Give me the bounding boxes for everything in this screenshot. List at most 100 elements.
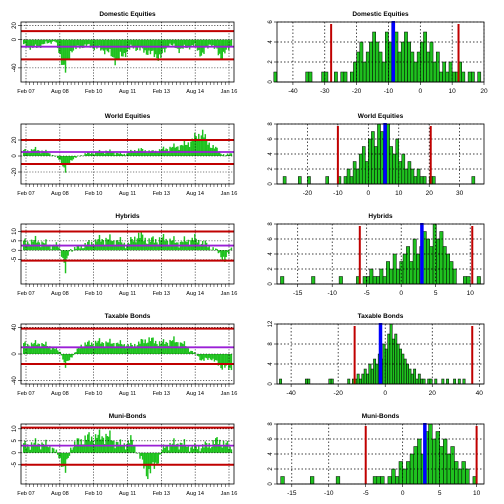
y-tick-label: 5	[12, 438, 18, 442]
data-bar	[192, 352, 195, 354]
data-bar	[136, 452, 139, 454]
data-bar	[36, 242, 38, 251]
histogram-bar	[406, 246, 410, 285]
data-bar	[151, 150, 153, 156]
x-tick-label: Feb 13	[153, 191, 170, 197]
y-tick-label: 0	[12, 37, 18, 41]
y-tick-label: 0	[268, 282, 274, 286]
data-bar	[63, 452, 65, 467]
data-bar	[81, 248, 84, 251]
y-tick-label: 6	[268, 437, 274, 441]
x-tick-label: -10	[327, 290, 337, 297]
histogram-bar	[330, 378, 334, 385]
histogram-bar	[413, 61, 418, 83]
data-bar	[96, 342, 98, 354]
data-bar	[63, 354, 65, 363]
data-bar	[37, 150, 39, 156]
histogram-bar	[461, 461, 466, 485]
data-bar	[105, 433, 107, 453]
histogram-bar	[415, 378, 419, 385]
y-tick-label: 5	[12, 239, 18, 243]
data-bar	[96, 39, 98, 49]
data-bar	[198, 354, 200, 357]
data-bar	[211, 354, 213, 361]
data-bar	[201, 129, 204, 156]
data-bar	[165, 445, 167, 453]
data-bar	[39, 347, 42, 354]
data-bar	[171, 443, 174, 453]
data-bar	[222, 440, 225, 453]
histogram-bar	[298, 176, 302, 185]
data-bar	[114, 246, 116, 251]
data-bar	[115, 342, 118, 354]
data-bar	[84, 243, 86, 251]
hist-panel-4	[280, 423, 477, 485]
data-bar	[29, 347, 31, 354]
histogram-bar	[442, 246, 447, 285]
data-bar	[186, 446, 188, 453]
data-bar	[178, 346, 180, 354]
data-bar	[128, 39, 131, 50]
data-bar	[47, 447, 50, 453]
data-bar	[30, 442, 33, 453]
data-bar	[54, 156, 56, 157]
x-tick-label: Aug 14	[186, 491, 204, 497]
data-bar	[51, 447, 54, 453]
data-bar	[127, 152, 129, 156]
histogram-bar	[476, 276, 481, 285]
data-bar	[37, 343, 39, 354]
hist-panel-3	[279, 323, 466, 385]
data-bar	[59, 156, 62, 160]
data-bar	[90, 152, 93, 156]
data-bar	[29, 449, 31, 453]
data-bar	[204, 134, 207, 156]
histogram-bar	[379, 268, 384, 285]
data-bar	[120, 154, 123, 156]
data-bar	[114, 39, 116, 66]
data-bar	[87, 434, 89, 453]
data-bar	[153, 152, 156, 156]
data-bar	[175, 444, 178, 453]
x-tick-label: -10	[324, 490, 334, 497]
data-bar	[226, 250, 229, 253]
panel-title: Domestic Equities	[352, 11, 409, 18]
data-bar	[173, 39, 175, 44]
data-bar	[115, 441, 118, 453]
data-bar	[90, 39, 93, 47]
data-bar	[140, 232, 143, 251]
data-bar	[79, 39, 81, 49]
data-bar	[84, 435, 86, 453]
histogram-bar	[328, 378, 332, 385]
x-tick-label: Jan 16	[221, 391, 238, 397]
data-bar	[117, 342, 119, 354]
data-bar	[130, 435, 132, 453]
data-bar	[182, 145, 184, 156]
data-bar	[224, 445, 226, 453]
histogram-bar	[310, 476, 315, 485]
data-bar	[114, 448, 116, 453]
data-bar	[71, 156, 73, 161]
data-bar	[54, 349, 56, 354]
data-bar	[67, 250, 69, 256]
histogram-bar	[398, 461, 403, 485]
data-bar	[208, 354, 210, 358]
data-bar	[122, 446, 124, 453]
data-bar	[183, 140, 186, 156]
data-bar	[187, 445, 190, 453]
data-bar	[70, 156, 72, 161]
data-bar	[105, 150, 107, 156]
data-bar	[190, 350, 192, 354]
x-tick-label: Feb 07	[17, 391, 34, 397]
data-bar	[139, 237, 141, 251]
data-bar	[66, 452, 68, 460]
data-bar	[66, 156, 68, 165]
data-bar	[64, 39, 67, 73]
data-bar	[148, 452, 150, 470]
data-bar	[28, 345, 30, 354]
x-tick-label: Feb 10	[85, 291, 102, 297]
data-bar	[38, 343, 41, 354]
histogram-bar	[442, 61, 447, 83]
data-bar	[58, 351, 60, 354]
histogram-bar	[340, 71, 345, 83]
data-bar	[194, 39, 196, 44]
